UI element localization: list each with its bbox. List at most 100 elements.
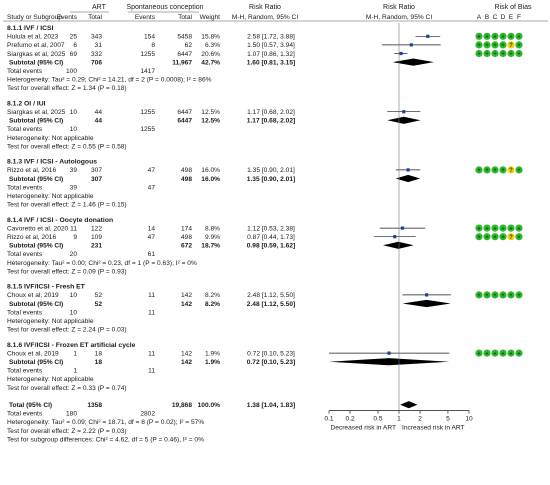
rob-dot <box>491 349 499 357</box>
rob-symbol: + <box>493 168 497 174</box>
study-ci-text: 1.12 [0.53, 2.38] <box>247 225 295 232</box>
header-risk-ratio-left: Risk Ratio <box>249 4 281 11</box>
heterogeneity-text: Heterogeneity: Not applicable <box>7 193 94 200</box>
subgroup-title: 8.1.1 IVF / ICSI <box>7 25 54 32</box>
study-total-art: 109 <box>91 234 102 241</box>
grand-total-events-art: 180 <box>66 411 77 418</box>
study-events-spont: 1255 <box>140 51 155 58</box>
total-events-spont: 1417 <box>140 68 155 75</box>
study-name: Siargkas et al, 2025 <box>7 109 66 116</box>
rob-symbol: + <box>517 168 521 174</box>
study-weight: 6.3% <box>205 42 220 49</box>
study-total-art: 332 <box>91 51 102 58</box>
rob-symbol: + <box>509 351 513 357</box>
rob-symbol: + <box>485 35 489 41</box>
study-point-marker <box>400 226 405 230</box>
header-spontaneous: Spontaneous conception <box>126 4 203 11</box>
study-total-art: 307 <box>91 167 102 174</box>
heterogeneity-text: Heterogeneity: Not applicable <box>7 376 94 383</box>
study-total-art: 122 <box>91 225 102 232</box>
rob-symbol: + <box>477 226 481 232</box>
subtotal-ci-text: 1.60 [0.81, 3.15] <box>247 59 295 66</box>
x-tick-label: 2 <box>418 416 422 423</box>
subtotal-label: Total (95% CI) <box>9 402 52 409</box>
total-events-spont: 11 <box>148 309 155 316</box>
overall-effect-text: Test for overall effect: Z = 0.55 (P = 0… <box>7 143 127 150</box>
study-point-marker <box>426 34 430 38</box>
rob-symbol: + <box>477 52 481 58</box>
rob-dot <box>499 224 507 232</box>
rob-symbol: + <box>493 52 497 58</box>
x-tick-label: 10 <box>465 416 473 423</box>
study-total-art: 31 <box>95 42 103 49</box>
study-total-spont: 498 <box>181 234 192 241</box>
header-rob-letter: F <box>517 14 521 21</box>
subtotal-total-spont: 6447 <box>177 118 192 125</box>
rob-symbol: ? <box>509 235 513 241</box>
study-weight: 8.2% <box>205 292 220 299</box>
x-axis-label-left: Decreased risk in ART <box>331 425 396 432</box>
subtotal-diamond <box>387 116 421 124</box>
subtotal-diamond <box>400 401 418 409</box>
subtotal-weight: 42.7% <box>201 59 220 66</box>
study-events-spont: 11 <box>148 292 155 299</box>
rob-dot <box>475 49 483 58</box>
subtotal-weight: 8.2% <box>205 301 220 308</box>
total-events-spont: 11 <box>148 368 155 375</box>
subtotal-total-art: 44 <box>95 118 103 125</box>
header-risk-of-bias: Risk of Bias <box>495 4 532 11</box>
rob-symbol: + <box>485 43 489 49</box>
rob-dot <box>483 233 491 241</box>
header-weight: Weight <box>200 14 221 21</box>
study-events-spont: 1255 <box>140 109 155 116</box>
subgroup-title: 8.1.3 IVF / ICSI - Autologous <box>7 159 97 166</box>
subtotal-total-spont: 498 <box>181 176 192 183</box>
rob-symbol: + <box>485 52 489 58</box>
study-point-marker <box>409 43 413 47</box>
subtotal-total-art: 706 <box>91 59 102 66</box>
study-total-spont: 5458 <box>177 34 192 41</box>
study-events-art: 10 <box>70 109 78 116</box>
grand-total-events-spont: 2802 <box>140 411 155 418</box>
rob-dot <box>515 49 523 58</box>
study-name: Prefumo et al, 2007 <box>7 42 65 49</box>
footer-text: Heterogeneity: Tau² = 0.09; Chi² = 18.71… <box>7 419 204 426</box>
overall-effect-text: Test for overall effect: Z = 1.46 (P = 0… <box>7 202 127 209</box>
study-name: Hulula et al, 2023 <box>7 34 59 41</box>
header-method-left: M-H, Random, 95% CI <box>232 14 298 21</box>
study-total-spont: 62 <box>185 42 193 49</box>
total-events-label: Total events <box>7 126 43 133</box>
rob-symbol: + <box>485 226 489 232</box>
study-total-art: 52 <box>95 292 103 299</box>
rob-dot <box>475 233 483 241</box>
rob-dot <box>507 349 515 357</box>
study-events-spont: 154 <box>144 34 155 41</box>
rob-dot <box>499 49 507 58</box>
rob-symbol: + <box>485 293 489 299</box>
study-events-spont: 11 <box>148 350 155 357</box>
rob-symbol: + <box>477 235 481 241</box>
rob-symbol: + <box>517 226 521 232</box>
overall-effect-text: Test for overall effect: Z = 0.33 (P = 0… <box>7 385 127 392</box>
subgroup-title: 8.1.4 IVF / ICSI - Oocyte donation <box>7 217 113 224</box>
rob-dot <box>515 32 523 40</box>
study-total-art: 18 <box>95 350 103 357</box>
total-events-art: 20 <box>70 251 78 258</box>
subgroup-title: 8.1.6 IVF/ICSI - Frozen ET artificial cy… <box>7 342 136 349</box>
rob-symbol: + <box>493 235 497 241</box>
rob-dot <box>499 166 507 174</box>
study-ci-text: 1.50 [0.57, 3.94] <box>247 42 295 49</box>
study-point-marker <box>406 168 410 172</box>
rob-symbol: + <box>501 43 505 49</box>
study-events-art: 6 <box>73 42 77 49</box>
study-total-spont: 142 <box>181 350 192 357</box>
subtotal-label: Subtotal (95% CI) <box>9 118 63 125</box>
rob-dot <box>483 32 491 40</box>
study-events-art: 69 <box>70 51 78 58</box>
study-ci-text: 0.87 [0.44, 1.73] <box>247 234 295 241</box>
rob-symbol: + <box>493 293 497 299</box>
study-events-spont: 8 <box>151 42 155 49</box>
total-events-art: 100 <box>66 68 77 75</box>
total-events-art: 10 <box>70 126 78 133</box>
